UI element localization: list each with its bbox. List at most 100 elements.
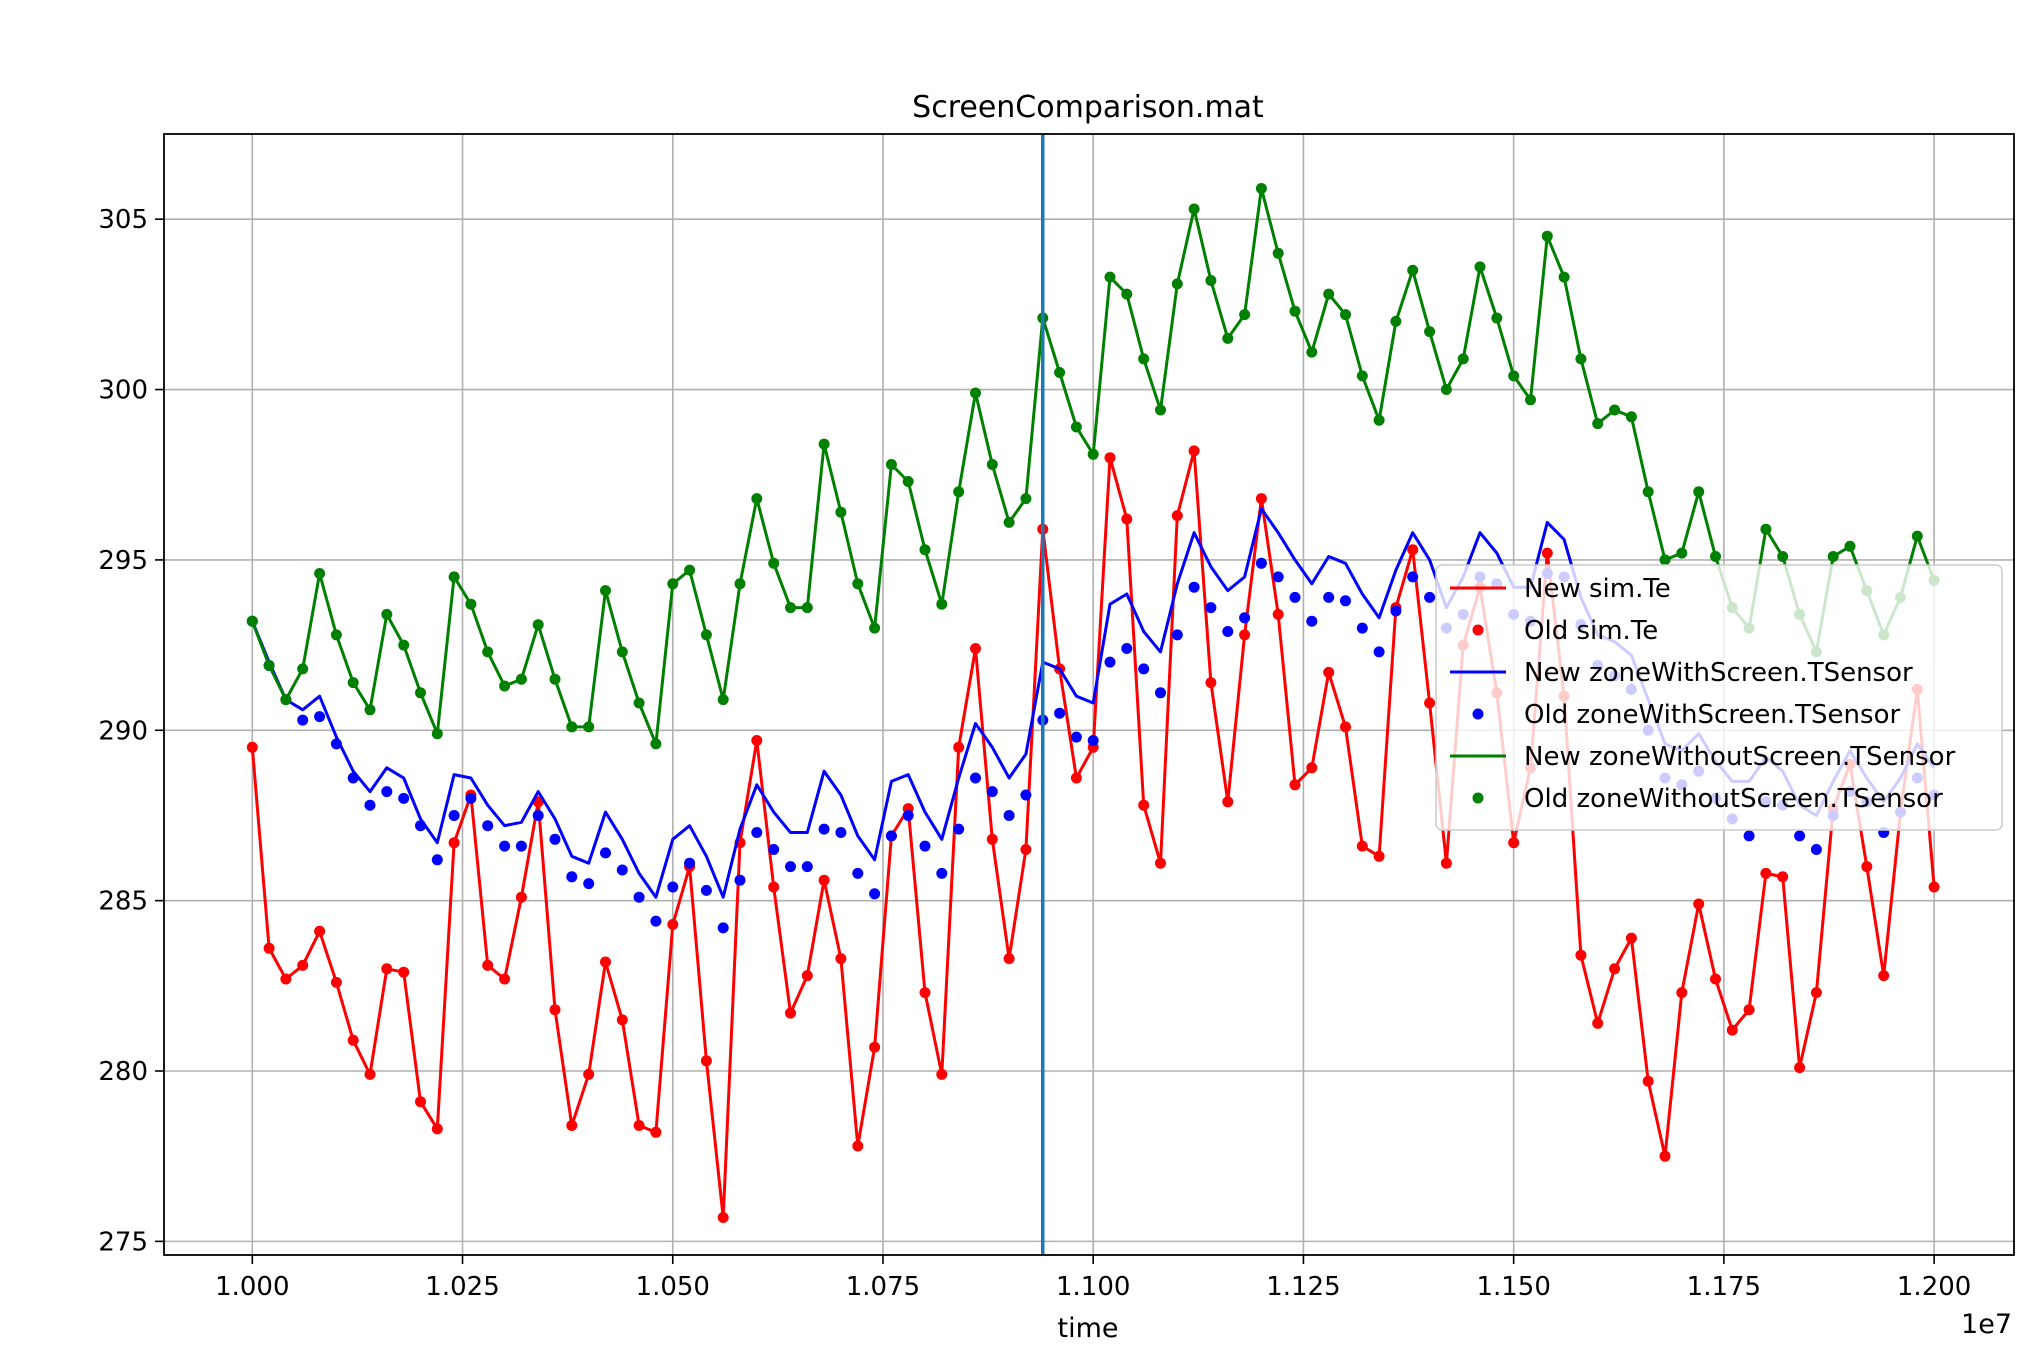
data-point bbox=[448, 810, 460, 821]
data-point bbox=[1323, 666, 1335, 678]
data-point bbox=[515, 891, 527, 903]
data-point bbox=[1541, 230, 1553, 242]
data-point bbox=[852, 1140, 864, 1152]
data-point bbox=[1844, 540, 1856, 552]
data-point bbox=[1810, 844, 1822, 855]
data-point bbox=[431, 728, 443, 740]
data-point bbox=[1827, 551, 1839, 562]
data-point bbox=[1457, 353, 1469, 365]
data-point bbox=[482, 959, 494, 971]
data-point bbox=[330, 629, 342, 641]
data-point bbox=[751, 493, 763, 505]
x-tick-label: 1.200 bbox=[1897, 1272, 1971, 1302]
data-point bbox=[650, 915, 662, 927]
data-point bbox=[398, 792, 410, 804]
data-point bbox=[1592, 1017, 1604, 1029]
data-point bbox=[1239, 629, 1251, 641]
data-point bbox=[263, 660, 275, 671]
data-point bbox=[330, 976, 342, 988]
data-point bbox=[785, 861, 796, 873]
data-point bbox=[566, 721, 578, 733]
data-point bbox=[650, 1126, 662, 1138]
data-point bbox=[583, 1068, 595, 1080]
data-point bbox=[1710, 551, 1721, 562]
data-point bbox=[885, 459, 897, 470]
data-point bbox=[381, 608, 393, 620]
data-point bbox=[1087, 448, 1099, 460]
data-point bbox=[1407, 544, 1419, 556]
legend-item: New zoneWithoutScreen.TSensor bbox=[1450, 742, 1956, 772]
data-point bbox=[953, 823, 965, 835]
legend-item: New sim.Te bbox=[1450, 574, 1671, 604]
data-point bbox=[1340, 595, 1351, 607]
data-point bbox=[515, 840, 527, 852]
data-point bbox=[936, 598, 948, 610]
data-point bbox=[1541, 547, 1553, 559]
data-point bbox=[1171, 629, 1183, 641]
data-point bbox=[1272, 247, 1284, 259]
data-point bbox=[835, 827, 847, 838]
legend-label: Old sim.Te bbox=[1524, 616, 1658, 646]
data-point bbox=[869, 1041, 881, 1053]
data-point bbox=[600, 585, 611, 597]
data-point bbox=[515, 673, 527, 685]
data-point bbox=[801, 970, 813, 982]
y-tick-label: 295 bbox=[98, 546, 148, 576]
data-point bbox=[1138, 799, 1150, 811]
data-point bbox=[700, 629, 712, 641]
data-point bbox=[1020, 844, 1032, 855]
data-point bbox=[1054, 367, 1066, 378]
data-point bbox=[415, 687, 426, 699]
legend-label: New zoneWithScreen.TSensor bbox=[1524, 658, 1913, 688]
data-point bbox=[448, 837, 460, 849]
data-point bbox=[1693, 486, 1705, 498]
data-point bbox=[902, 810, 914, 821]
data-point bbox=[1356, 370, 1368, 382]
data-point bbox=[1373, 850, 1385, 862]
data-point bbox=[1424, 697, 1436, 709]
data-point bbox=[1188, 445, 1200, 457]
data-point bbox=[734, 874, 746, 886]
data-point bbox=[1138, 353, 1150, 365]
data-point bbox=[431, 1123, 443, 1135]
data-point bbox=[1625, 411, 1637, 423]
data-point bbox=[499, 973, 511, 985]
data-point bbox=[1743, 1004, 1755, 1016]
x-tick-label: 1.075 bbox=[846, 1272, 920, 1302]
grid-lines bbox=[164, 134, 2014, 1255]
data-point bbox=[835, 953, 847, 965]
data-point bbox=[1205, 677, 1217, 689]
data-point bbox=[1087, 735, 1099, 746]
data-point bbox=[297, 714, 309, 726]
data-point bbox=[448, 571, 460, 583]
data-point bbox=[347, 772, 359, 784]
data-point bbox=[1054, 707, 1066, 719]
y-tick-label: 275 bbox=[98, 1227, 148, 1257]
data-point bbox=[986, 786, 998, 798]
data-point bbox=[415, 1096, 426, 1108]
data-point bbox=[919, 987, 931, 999]
data-point bbox=[246, 615, 258, 627]
data-point bbox=[1020, 789, 1032, 801]
data-point bbox=[818, 823, 830, 835]
data-point bbox=[1255, 557, 1267, 569]
data-point bbox=[398, 639, 410, 651]
plot-frame bbox=[163, 133, 2015, 1256]
data-point bbox=[330, 738, 342, 750]
data-point bbox=[263, 942, 275, 954]
data-point bbox=[835, 506, 847, 518]
data-point bbox=[1592, 418, 1604, 430]
data-point bbox=[650, 738, 662, 750]
data-point bbox=[1205, 275, 1217, 286]
data-point bbox=[700, 884, 712, 896]
data-point bbox=[1609, 404, 1621, 416]
data-point bbox=[1356, 840, 1368, 852]
data-point bbox=[1104, 452, 1116, 464]
data-point bbox=[1104, 656, 1116, 668]
data-point bbox=[1171, 278, 1183, 290]
x-tick-label: 1.000 bbox=[215, 1272, 289, 1302]
data-point bbox=[1356, 622, 1368, 634]
data-point bbox=[1625, 932, 1637, 944]
x-tick-label: 1.100 bbox=[1056, 1272, 1130, 1302]
